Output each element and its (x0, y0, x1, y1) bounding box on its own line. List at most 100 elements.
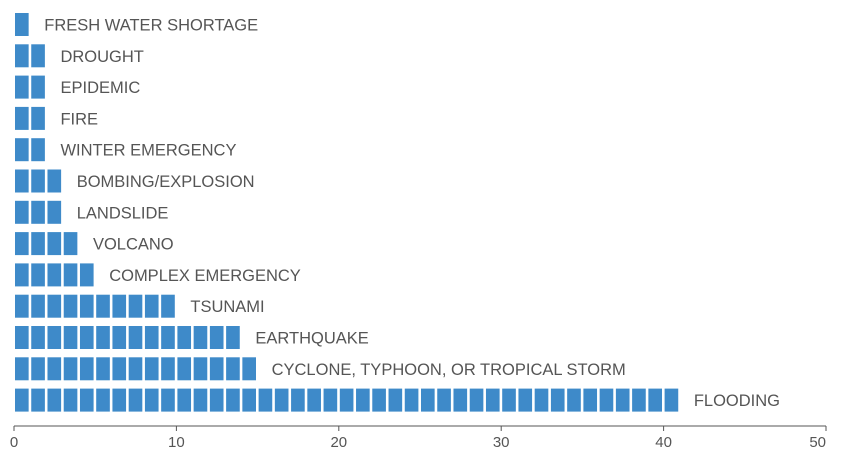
bar-unit (144, 294, 159, 318)
bar-unit (63, 326, 78, 349)
bar-unit (112, 294, 127, 318)
bar (15, 326, 240, 349)
category-label: TSUNAMI (190, 298, 264, 316)
bar-unit (242, 357, 256, 381)
bar-unit (47, 326, 62, 349)
bar-unit (47, 357, 62, 381)
x-tick-label: 20 (330, 434, 347, 449)
category-label: COMPLEX EMERGENCY (109, 267, 301, 285)
bar-unit (534, 388, 549, 412)
bar (15, 75, 45, 99)
category-label: EPIDEMIC (60, 79, 140, 97)
bar-unit (209, 326, 224, 349)
bar-unit (15, 200, 29, 224)
bar-unit (161, 388, 175, 412)
x-tick-label: 30 (493, 434, 510, 449)
bar-unit (632, 388, 646, 412)
category-label: BOMBING/EXPLOSION (77, 173, 255, 191)
category-label: FLOODING (694, 392, 780, 410)
bar-unit (161, 357, 175, 381)
bar-unit (15, 169, 29, 193)
bar-unit (31, 357, 45, 381)
bar-unit (31, 169, 45, 193)
x-tick-label: 40 (655, 434, 672, 449)
bar-unit (599, 388, 614, 412)
x-tick-label: 0 (10, 434, 18, 449)
bar (15, 138, 45, 162)
bar-unit (226, 388, 240, 412)
bar-unit (31, 326, 45, 349)
bar-unit (258, 388, 273, 412)
bar-unit (47, 232, 62, 256)
bar-unit (144, 326, 159, 349)
bar (15, 200, 62, 224)
category-labels-group: FRESH WATER SHORTAGE DROUGHT EPIDEMIC FIRE W… (44, 17, 780, 411)
bar (15, 106, 45, 130)
bar-unit (421, 388, 435, 412)
bar-unit (31, 106, 45, 130)
bar-unit (96, 357, 110, 381)
bar-unit (96, 294, 110, 318)
bars-group (15, 13, 679, 412)
bar-unit (193, 388, 208, 412)
bar-unit (47, 263, 62, 287)
bar-unit (485, 388, 500, 412)
bar (15, 388, 679, 412)
bar-unit (79, 326, 94, 349)
category-label: FRESH WATER SHORTAGE (44, 17, 258, 35)
bar (15, 357, 256, 381)
bar-unit (15, 44, 29, 68)
bar-unit (177, 357, 192, 381)
bar-unit (31, 138, 45, 162)
bar-unit (15, 106, 29, 130)
bar-unit (15, 138, 29, 162)
bar-unit (112, 357, 127, 381)
bar-unit (63, 263, 78, 287)
bar (15, 232, 78, 256)
bar-unit (356, 388, 370, 412)
bar-unit (79, 388, 94, 412)
bar-unit (209, 388, 224, 412)
bar-unit (63, 232, 78, 256)
bar-unit (437, 388, 451, 412)
x-tick-label: 10 (168, 434, 185, 449)
bar-unit (453, 388, 468, 412)
bar-unit (161, 294, 175, 318)
bar-unit (63, 294, 78, 318)
bar-unit (96, 388, 110, 412)
bar-unit (567, 388, 581, 412)
bar-unit (15, 294, 29, 318)
bar-unit (664, 388, 679, 412)
bar-unit (79, 294, 94, 318)
bar-unit (31, 388, 45, 412)
bar-unit (404, 388, 419, 412)
bar-unit (31, 263, 45, 287)
bar-unit (112, 388, 127, 412)
bar-unit (144, 388, 159, 412)
bar-unit (15, 232, 29, 256)
bar-unit (615, 388, 630, 412)
bar-unit (47, 388, 62, 412)
bar-unit (274, 388, 289, 412)
bar-unit (31, 232, 45, 256)
bar-unit (63, 388, 78, 412)
bar-unit (79, 263, 94, 287)
bar-unit (15, 263, 29, 287)
bar (15, 263, 94, 287)
category-label: WINTER EMERGENCY (60, 142, 236, 160)
bar-unit (79, 357, 94, 381)
bar-unit (209, 357, 224, 381)
bar-unit (177, 388, 192, 412)
bar-unit (128, 357, 143, 381)
bar (15, 294, 175, 318)
bar-unit (47, 200, 62, 224)
bar-unit (388, 388, 403, 412)
bar-unit (648, 388, 662, 412)
bar-unit (372, 388, 386, 412)
bar-unit (31, 200, 45, 224)
bar-unit (31, 75, 45, 99)
bar-unit (31, 294, 45, 318)
bar-unit (193, 357, 208, 381)
bar (15, 13, 29, 36)
